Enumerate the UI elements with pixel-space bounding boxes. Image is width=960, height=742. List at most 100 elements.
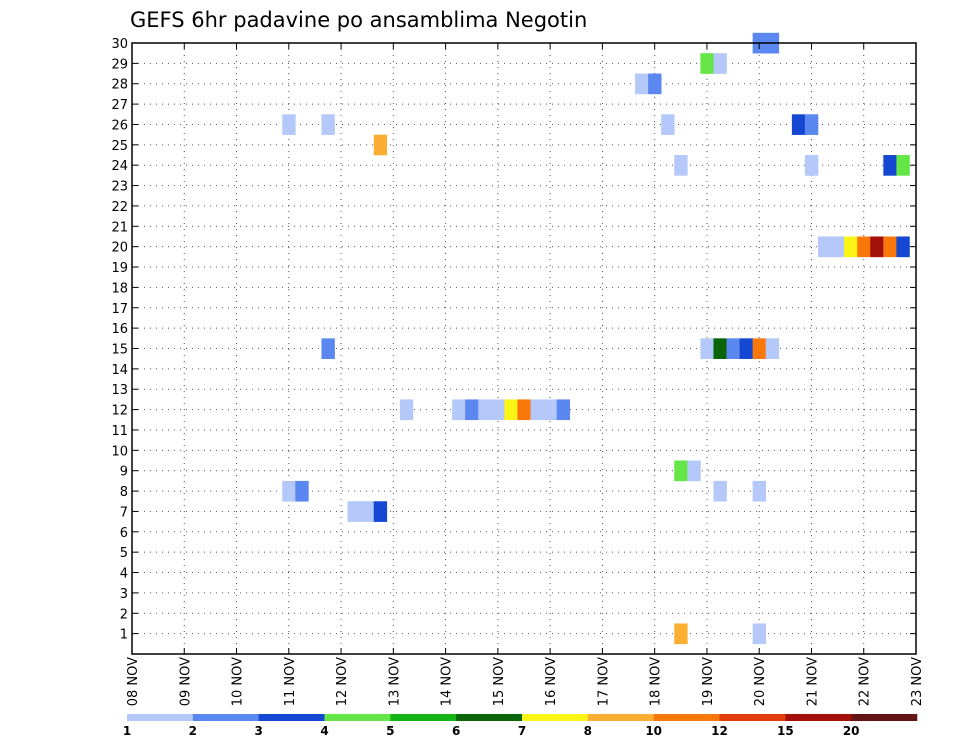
heatmap-cell <box>883 236 897 258</box>
heatmap-cell <box>321 338 335 359</box>
heatmap-cell <box>661 114 675 135</box>
heatmap-cell <box>674 623 688 645</box>
colorbar-label: 12 <box>711 724 728 738</box>
x-axis: 08 NOV 09 NOV 10 NOV 11 NOV 12 NOV 13 NOV 14 N… <box>126 43 925 706</box>
x-tick-label: 21 NOV <box>805 657 820 706</box>
y-tick-label: 14 <box>111 363 128 378</box>
y-tick-label: 11 <box>111 424 128 439</box>
colorbar-swatch <box>653 714 720 721</box>
x-tick-label: 08 NOV <box>126 657 141 706</box>
heatmap-cell <box>700 338 714 359</box>
x-tick-label: 18 NOV <box>649 657 664 706</box>
y-tick-label: 6 <box>120 526 128 541</box>
x-tick-label: 09 NOV <box>178 657 193 706</box>
colorbar-label: 15 <box>777 724 794 738</box>
colorbar-swatch <box>324 714 391 721</box>
colorbar-label: 5 <box>386 724 394 738</box>
y-tick-label: 15 <box>111 343 128 358</box>
heatmap-cell <box>726 338 740 359</box>
colorbar-swatch <box>192 714 259 721</box>
y-tick-label: 4 <box>120 567 128 582</box>
x-tick-label: 19 NOV <box>701 657 716 706</box>
y-tick-label: 12 <box>111 404 128 419</box>
y-tick-label: 16 <box>111 322 128 337</box>
colorbar-swatch <box>587 714 654 721</box>
chart-title: GEFS 6hr padavine po ansamblima Negotin <box>130 8 587 32</box>
colorbar-swatch <box>522 714 589 721</box>
y-tick-label: 13 <box>111 383 128 398</box>
colorbar-label: 20 <box>843 724 860 738</box>
heatmap-cell <box>700 53 714 74</box>
colorbar-swatch <box>258 714 325 721</box>
heatmap-cell <box>517 399 531 421</box>
heatmap-cell <box>282 114 296 135</box>
y-tick-label: 25 <box>111 139 128 154</box>
x-tick-label: 10 NOV <box>231 657 246 706</box>
heatmap-cell <box>804 114 819 135</box>
colorbar-label: 6 <box>452 724 460 738</box>
y-tick-label: 24 <box>111 159 128 174</box>
y-tick-label: 5 <box>120 546 128 561</box>
y-tick-label: 26 <box>111 118 128 133</box>
y-tick-label: 19 <box>111 261 128 276</box>
x-tick-label: 20 NOV <box>753 657 768 706</box>
x-tick-label: 22 NOV <box>858 657 873 706</box>
heatmap-cell <box>635 73 649 95</box>
heatmap-cell <box>478 399 492 421</box>
heatmap-cell <box>896 155 910 176</box>
heatmap-cell <box>399 399 414 421</box>
colorbar-swatch <box>390 714 457 721</box>
colorbar-label: 3 <box>254 724 262 738</box>
colorbar-label: 2 <box>189 724 197 738</box>
colorbar-label: 7 <box>518 724 526 738</box>
y-tick-label: 1 <box>120 628 128 643</box>
x-tick-label: 14 NOV <box>440 657 455 706</box>
y-tick-label: 30 <box>111 37 128 52</box>
heatmap-cell <box>804 155 819 176</box>
heatmap-cell <box>452 399 466 421</box>
heatmap-cell <box>491 399 505 421</box>
heatmap-cell <box>752 338 767 359</box>
heatmap-cell <box>687 460 701 482</box>
heatmap-cell <box>543 399 557 421</box>
heatmap-cell <box>556 399 571 421</box>
y-tick-label: 8 <box>120 485 128 500</box>
heatmap-cell <box>791 114 806 135</box>
heatmap-cell <box>752 480 767 502</box>
colorbar-swatch <box>719 714 786 721</box>
heatmap-cell <box>530 399 544 421</box>
x-tick-label: 16 NOV <box>544 657 559 706</box>
heatmap-cell <box>373 501 388 522</box>
heatmap-cell <box>870 236 884 258</box>
y-tick-label: 21 <box>111 220 128 235</box>
heatmap-cell <box>713 53 727 74</box>
x-tick-label: 23 NOV <box>910 657 925 706</box>
heatmap-cell <box>765 338 780 359</box>
heatmap-cell <box>360 501 375 522</box>
heatmap-cell <box>648 73 662 95</box>
colorbar-label: 10 <box>645 724 662 738</box>
y-tick-label: 22 <box>111 200 128 215</box>
y-tick-label: 23 <box>111 180 128 195</box>
y-tick-label: 20 <box>111 241 128 256</box>
colorbar-label: 8 <box>584 724 592 738</box>
y-tick-label: 7 <box>120 505 128 520</box>
heatmap-cell <box>713 338 727 359</box>
heatmap-cells <box>282 32 910 645</box>
heatmap-cell <box>857 236 871 258</box>
colorbar-swatch <box>456 714 523 721</box>
colorbar-swatch <box>851 714 918 721</box>
y-tick-label: 2 <box>120 607 128 622</box>
heatmap-cell <box>504 399 518 421</box>
heatmap-cell <box>674 460 688 482</box>
heatmap-cell <box>465 399 479 421</box>
y-tick-label: 27 <box>111 98 128 113</box>
colorbar-label: 4 <box>320 724 328 738</box>
heatmap-cell <box>844 236 858 258</box>
heatmap-cell <box>347 501 361 522</box>
y-tick-label: 10 <box>111 444 128 459</box>
heatmap-cell <box>674 155 688 176</box>
y-tick-label: 29 <box>111 57 128 72</box>
colorbar-legend: 1 2 3 4 5 6 7 8 10 12 15 20 <box>123 714 918 738</box>
